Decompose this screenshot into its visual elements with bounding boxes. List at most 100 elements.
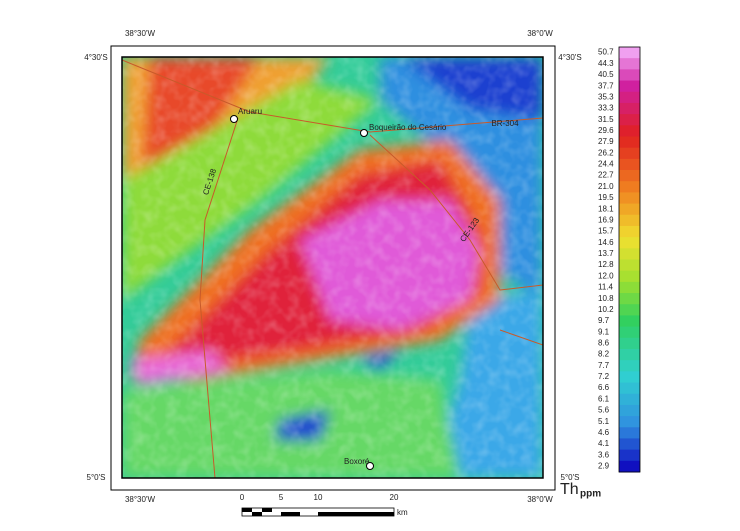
colorbar-label: 11.4	[598, 283, 614, 292]
colorbar-label: 4.6	[598, 428, 610, 437]
road-label: BR-304	[491, 119, 519, 128]
colorbar-label: 35.3	[598, 92, 614, 101]
colorbar-label: 22.7	[598, 171, 614, 180]
colorbar-label: 9.1	[598, 327, 610, 336]
coordinate-label: 38°30'W	[125, 495, 156, 504]
colorbar-cell	[619, 214, 640, 227]
colorbar-cell	[619, 102, 640, 115]
colorbar-cell	[619, 460, 640, 473]
colorbar-cell	[619, 337, 640, 350]
colorbar-cell	[619, 114, 640, 126]
colorbar-label: 31.5	[598, 115, 614, 124]
scale-bar-segment	[318, 512, 394, 516]
colorbar-label: 9.7	[598, 316, 610, 325]
colorbar-cell	[619, 449, 640, 462]
colorbar-label: 6.1	[598, 394, 610, 403]
colorbar-cell	[619, 192, 640, 205]
colorbar-cell	[619, 281, 640, 294]
place-label: Aruaru	[238, 107, 262, 116]
colorbar-label: 10.2	[598, 305, 614, 314]
colorbar-label: 7.7	[598, 361, 610, 370]
colorbar-label: 4.1	[598, 439, 610, 448]
colorbar-cell	[619, 248, 640, 260]
colorbar-cell	[619, 393, 640, 406]
outer-frame	[110, 45, 556, 491]
colorbar-label: 12.8	[598, 260, 614, 269]
colorbar-cell	[619, 181, 640, 193]
colorbar-label: 5.6	[598, 406, 610, 415]
colorbar-label: 19.5	[598, 193, 614, 202]
colorbar-label: 27.9	[598, 137, 614, 146]
place-marker	[360, 129, 368, 137]
colorbar-cell	[619, 69, 640, 82]
colorbar-cell	[619, 326, 640, 339]
overlay: 38°30'W 38°0'W 4°30'S 4°30'S 5°0'S 5°0'S 38°30…	[84, 29, 641, 517]
colorbar-cell	[619, 270, 640, 283]
colorbar-cell	[619, 259, 640, 272]
coordinate-label: 5°0'S	[561, 473, 580, 482]
colorbar-cell	[619, 237, 640, 249]
colorbar-label: 26.2	[598, 148, 614, 157]
scale-bar-segment	[262, 508, 272, 512]
colorbar-cell	[619, 304, 640, 316]
legend-title: Th	[560, 481, 579, 498]
colorbar-cell	[619, 58, 640, 70]
colorbar-label: 15.7	[598, 227, 614, 236]
place-marker	[366, 462, 374, 470]
coordinate-label: 4°30'S	[558, 53, 581, 62]
colorbar-cell	[619, 404, 640, 417]
colorbar-cell	[619, 315, 640, 328]
colorbar-cell	[619, 91, 640, 104]
scale-bar-segment	[252, 512, 262, 516]
colorbar-cell	[619, 158, 640, 171]
scale-bar-segment	[242, 508, 252, 512]
place-marker	[230, 115, 238, 123]
colorbar-label: 6.6	[598, 383, 610, 392]
colorbar-label: 18.1	[598, 204, 614, 213]
scale-unit: km	[397, 508, 408, 517]
place-label: Boxoré	[344, 457, 370, 466]
colorbar-cell	[619, 416, 640, 428]
colorbar-cell	[619, 147, 640, 160]
colorbar-label: 14.6	[598, 238, 614, 247]
colorbar-label: 5.1	[598, 417, 610, 426]
colorbar-label: 50.7	[598, 48, 614, 57]
colorbar-label: 2.9	[598, 462, 610, 471]
colorbar-label: 12.0	[598, 271, 614, 280]
colorbar-label: 3.6	[598, 450, 610, 459]
scale-label: 20	[390, 493, 399, 502]
scale-label: 0	[240, 493, 245, 502]
colorbar-cell	[619, 125, 640, 137]
colorbar-label: 10.8	[598, 294, 614, 303]
colorbar-cell	[619, 427, 640, 439]
coordinate-label: 38°0'W	[527, 495, 553, 504]
colorbar-cell	[619, 371, 640, 384]
colorbar-label: 7.2	[598, 372, 610, 381]
coordinate-label: 38°0'W	[527, 29, 553, 38]
coordinate-label: 5°0'S	[87, 473, 106, 482]
colorbar-label: 21.0	[598, 182, 614, 191]
place-label: Boqueirão do Cesário	[369, 123, 447, 132]
map-frame	[121, 56, 544, 479]
colorbar-cell	[619, 348, 640, 361]
colorbar-frame	[618, 46, 641, 473]
scale-bar-segment	[281, 512, 300, 516]
scale-label: 10	[314, 493, 323, 502]
scale-label: 5	[279, 493, 284, 502]
colorbar-cell	[619, 136, 640, 149]
colorbar-cell	[619, 293, 640, 305]
thorium-map	[122, 57, 543, 478]
colorbar-label: 16.9	[598, 215, 614, 224]
colorbar-label: 8.2	[598, 350, 610, 359]
colorbar-label: 8.6	[598, 338, 610, 347]
colorbar-cell	[619, 203, 640, 216]
colorbar-label: 33.3	[598, 104, 614, 113]
colorbar-cell	[619, 382, 640, 395]
coordinate-label: 4°30'S	[84, 53, 107, 62]
colorbar-cell	[619, 225, 640, 238]
colorbar-cell	[619, 360, 640, 372]
legend-unit: ppm	[580, 489, 601, 500]
colorbar-label: 24.4	[598, 160, 614, 169]
colorbar-label: 40.5	[598, 70, 614, 79]
